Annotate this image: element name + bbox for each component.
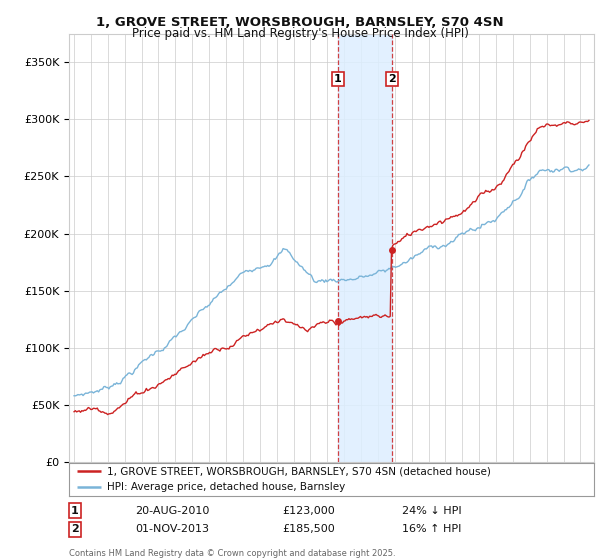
- Text: 1: 1: [71, 506, 79, 516]
- Text: 1, GROVE STREET, WORSBROUGH, BARNSLEY, S70 4SN (detached house): 1, GROVE STREET, WORSBROUGH, BARNSLEY, S…: [107, 466, 491, 476]
- Text: 01-NOV-2013: 01-NOV-2013: [135, 524, 209, 534]
- Text: HPI: Average price, detached house, Barnsley: HPI: Average price, detached house, Barn…: [107, 482, 345, 492]
- Text: 1, GROVE STREET, WORSBROUGH, BARNSLEY, S70 4SN: 1, GROVE STREET, WORSBROUGH, BARNSLEY, S…: [96, 16, 504, 29]
- Text: 2: 2: [71, 524, 79, 534]
- Text: 16% ↑ HPI: 16% ↑ HPI: [402, 524, 461, 534]
- Text: Price paid vs. HM Land Registry's House Price Index (HPI): Price paid vs. HM Land Registry's House …: [131, 27, 469, 40]
- Text: 2: 2: [388, 74, 396, 85]
- Text: £123,000: £123,000: [282, 506, 335, 516]
- Text: 1: 1: [334, 74, 342, 85]
- Bar: [338, 34, 392, 462]
- Text: 24% ↓ HPI: 24% ↓ HPI: [402, 506, 461, 516]
- Text: Contains HM Land Registry data © Crown copyright and database right 2025.
This d: Contains HM Land Registry data © Crown c…: [69, 549, 395, 560]
- Text: £185,500: £185,500: [282, 524, 335, 534]
- Text: 20-AUG-2010: 20-AUG-2010: [135, 506, 209, 516]
